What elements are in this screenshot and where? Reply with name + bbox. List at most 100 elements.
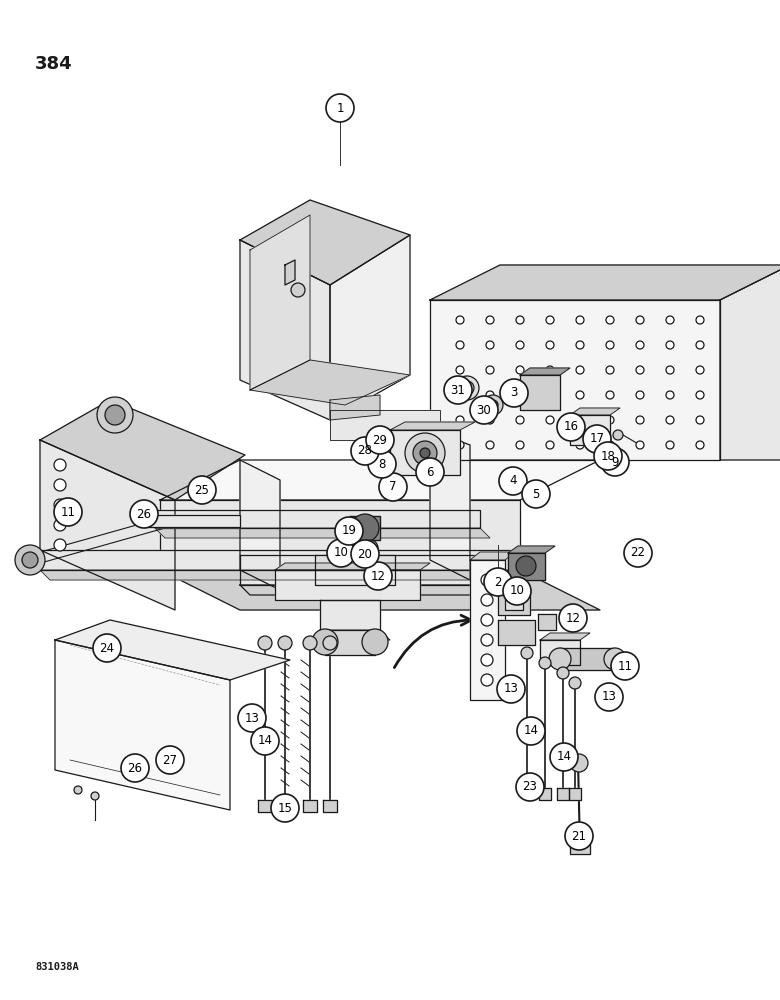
Polygon shape (470, 552, 515, 560)
Circle shape (576, 341, 584, 349)
Circle shape (456, 341, 464, 349)
Polygon shape (320, 630, 390, 640)
Circle shape (416, 458, 444, 486)
Circle shape (606, 441, 614, 449)
Circle shape (516, 773, 544, 801)
Polygon shape (521, 778, 533, 790)
Circle shape (481, 674, 493, 686)
Circle shape (291, 283, 305, 297)
Polygon shape (569, 788, 581, 800)
Circle shape (696, 366, 704, 374)
Polygon shape (539, 788, 551, 800)
Circle shape (576, 366, 584, 374)
Polygon shape (250, 360, 410, 405)
Circle shape (364, 562, 392, 590)
Circle shape (576, 316, 584, 324)
Circle shape (576, 391, 584, 399)
Circle shape (636, 341, 644, 349)
Circle shape (258, 636, 272, 650)
Circle shape (413, 441, 437, 465)
Polygon shape (40, 570, 520, 580)
Circle shape (312, 629, 338, 655)
Circle shape (481, 614, 493, 626)
Polygon shape (430, 430, 470, 580)
Polygon shape (258, 800, 272, 812)
Circle shape (278, 636, 292, 650)
Circle shape (486, 316, 494, 324)
Polygon shape (520, 375, 560, 410)
Polygon shape (55, 640, 230, 810)
Text: 29: 29 (373, 434, 388, 446)
Text: 2: 2 (495, 576, 502, 588)
Circle shape (606, 316, 614, 324)
Circle shape (351, 514, 379, 542)
Circle shape (497, 675, 525, 703)
Polygon shape (250, 215, 310, 390)
Circle shape (368, 450, 396, 478)
Text: 21: 21 (572, 830, 587, 842)
Text: 23: 23 (523, 780, 537, 794)
Circle shape (666, 416, 674, 424)
Polygon shape (570, 408, 620, 415)
Text: 30: 30 (477, 403, 491, 416)
Circle shape (456, 366, 464, 374)
Circle shape (54, 498, 82, 526)
Polygon shape (498, 620, 535, 645)
Circle shape (546, 391, 554, 399)
Polygon shape (330, 410, 440, 440)
Circle shape (516, 366, 524, 374)
Circle shape (455, 376, 479, 400)
Circle shape (460, 381, 474, 395)
Circle shape (156, 746, 184, 774)
Circle shape (362, 629, 388, 655)
Circle shape (559, 604, 587, 632)
Circle shape (351, 437, 379, 465)
Circle shape (539, 657, 551, 669)
Circle shape (238, 704, 266, 732)
Circle shape (97, 397, 133, 433)
Text: 8: 8 (378, 458, 385, 471)
Circle shape (303, 636, 317, 650)
Polygon shape (40, 440, 175, 610)
Circle shape (696, 391, 704, 399)
Text: 14: 14 (257, 734, 272, 748)
Circle shape (516, 416, 524, 424)
Text: 6: 6 (426, 466, 434, 479)
Circle shape (549, 648, 571, 670)
Circle shape (696, 441, 704, 449)
Text: 14: 14 (556, 750, 572, 764)
Text: 27: 27 (162, 754, 178, 766)
Circle shape (636, 366, 644, 374)
Text: 10: 10 (334, 546, 349, 560)
Polygon shape (498, 590, 530, 615)
Polygon shape (240, 200, 410, 285)
Text: 28: 28 (357, 444, 372, 458)
Polygon shape (508, 553, 545, 580)
Polygon shape (278, 800, 292, 812)
Circle shape (521, 777, 539, 795)
Text: 19: 19 (342, 524, 356, 538)
Polygon shape (330, 235, 410, 420)
Circle shape (557, 413, 585, 441)
Circle shape (604, 648, 626, 670)
Circle shape (503, 577, 531, 605)
Polygon shape (560, 648, 615, 670)
Circle shape (611, 652, 639, 680)
Polygon shape (390, 422, 475, 430)
Polygon shape (275, 570, 420, 600)
Polygon shape (55, 620, 290, 680)
Text: 13: 13 (504, 682, 519, 696)
Text: 12: 12 (370, 570, 385, 582)
Circle shape (486, 416, 494, 424)
Circle shape (271, 794, 299, 822)
Circle shape (696, 416, 704, 424)
Polygon shape (520, 368, 570, 375)
Circle shape (362, 540, 378, 556)
Circle shape (606, 416, 614, 424)
Text: 11: 11 (618, 660, 633, 672)
Circle shape (636, 316, 644, 324)
Circle shape (456, 391, 464, 399)
Text: 384: 384 (35, 55, 73, 73)
Polygon shape (538, 614, 556, 630)
Polygon shape (470, 560, 505, 700)
